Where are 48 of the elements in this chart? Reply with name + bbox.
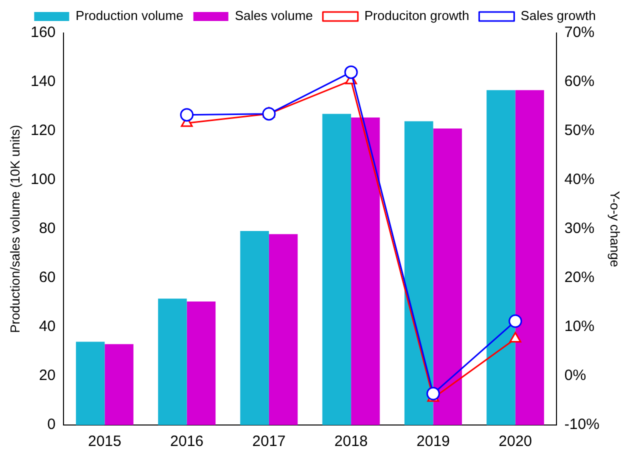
x-tick-label: 2020 xyxy=(498,433,532,450)
legend-label: Sales growth xyxy=(520,8,596,24)
legend-label: Production volume xyxy=(76,8,184,24)
y2-tick-label: 20% xyxy=(564,269,594,286)
bar xyxy=(158,298,187,425)
y-tick-label: 20 xyxy=(38,367,56,384)
legend-label: Sales volume xyxy=(234,8,313,24)
point xyxy=(262,107,276,121)
y2-tick-label: 40% xyxy=(564,171,594,188)
x-tick-label: 2019 xyxy=(416,433,450,450)
bar xyxy=(433,128,462,425)
bar xyxy=(104,344,134,425)
y2-tick-label: 0% xyxy=(564,367,586,384)
point xyxy=(180,108,194,122)
y2-tick-label: 10% xyxy=(564,318,594,336)
bar xyxy=(404,121,434,425)
y-tick-label: 140 xyxy=(30,73,56,90)
y2-tick-label: -10% xyxy=(564,416,600,434)
y-axis-title: Production/sales volume (10K units) xyxy=(7,124,22,334)
y2-tick-label: 50% xyxy=(564,122,594,140)
x-tick-label: 2018 xyxy=(334,433,368,450)
y-tick-label: 120 xyxy=(30,122,56,140)
y-tick-label: 100 xyxy=(30,171,56,188)
point xyxy=(344,65,358,79)
y-tick-label: 0 xyxy=(47,416,56,434)
x-tick-label: 2015 xyxy=(88,433,122,450)
y-tick-label: 80 xyxy=(38,220,56,238)
y2-tick-label: 30% xyxy=(564,220,594,238)
bar xyxy=(351,118,380,425)
bar xyxy=(240,230,269,425)
point xyxy=(426,386,440,400)
bar xyxy=(268,234,298,425)
x-tick-label: 2017 xyxy=(252,433,286,450)
bar xyxy=(186,302,216,425)
y-tick-label: 60 xyxy=(38,269,56,286)
legend-label: Produciton growth xyxy=(364,8,470,24)
bar xyxy=(486,90,516,425)
y-tick-label: 40 xyxy=(38,318,56,336)
point xyxy=(509,332,522,343)
y2-tick-label: 60% xyxy=(564,73,594,90)
bar xyxy=(322,114,352,425)
point xyxy=(508,314,522,328)
y2-axis-title: Y-o-y change xyxy=(608,190,623,268)
bar xyxy=(76,342,105,425)
y-tick-label: 160 xyxy=(30,24,56,42)
bar xyxy=(515,90,544,425)
y2-tick-label: 70% xyxy=(564,24,594,42)
x-tick-label: 2016 xyxy=(170,433,204,450)
